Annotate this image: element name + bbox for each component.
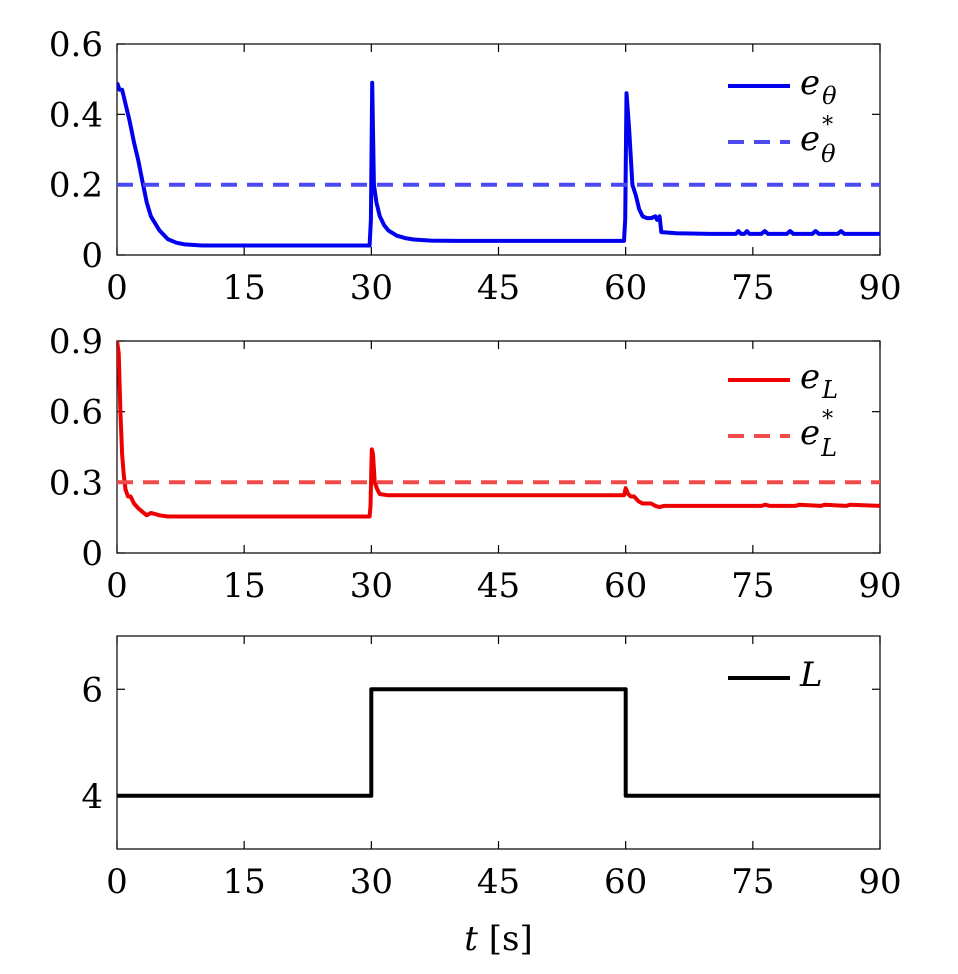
plot-frame bbox=[116, 635, 881, 850]
x-tick-label: 75 bbox=[731, 566, 774, 606]
y-tick-label: 0 bbox=[81, 236, 103, 276]
x-tick-label: 45 bbox=[477, 268, 520, 308]
y-tick-label: 0.6 bbox=[49, 393, 103, 433]
x-tick-label: 45 bbox=[477, 566, 520, 606]
y-tick-label: 0.3 bbox=[49, 463, 103, 503]
panel-l: 0 15 30 45 60 75 90 4 6 L bbox=[81, 635, 902, 902]
x-tick-label: 0 bbox=[106, 862, 128, 902]
y-tick-label: 0.9 bbox=[49, 322, 103, 362]
x-tick-label: 75 bbox=[731, 862, 774, 902]
x-tick-label: 15 bbox=[223, 268, 266, 308]
x-tick-label: 60 bbox=[604, 566, 647, 606]
legend-label: eL bbox=[800, 357, 838, 404]
series-line-0 bbox=[117, 687, 880, 798]
x-tick-label: 90 bbox=[858, 268, 901, 308]
y-tick-label: 0.4 bbox=[49, 95, 103, 135]
plot-frame bbox=[116, 340, 881, 554]
y-tick-label: 0.2 bbox=[49, 166, 103, 206]
x-tick-label: 90 bbox=[858, 862, 901, 902]
legend-label: e* L bbox=[800, 407, 837, 462]
panel-e-l: 0 15 30 45 60 75 90 0 0.3 0.6 0.9 eLe* L bbox=[49, 322, 902, 606]
legend-label: L bbox=[799, 655, 823, 695]
legend-label: e* θ bbox=[800, 113, 836, 168]
series-line-0 bbox=[117, 340, 880, 519]
y-tick-label: 0.6 bbox=[49, 25, 103, 65]
series-line-0 bbox=[117, 80, 880, 248]
x-tick-label: 45 bbox=[477, 862, 520, 902]
y-tick-label: 0 bbox=[81, 534, 103, 574]
x-tick-label: 75 bbox=[731, 268, 774, 308]
x-tick-label: 60 bbox=[604, 268, 647, 308]
panel-e-theta: 0 15 30 45 60 75 90 0 0.2 0.4 0.6 eθe* θ bbox=[49, 25, 902, 308]
legend-label: eθ bbox=[800, 63, 837, 110]
x-tick-label: 0 bbox=[106, 566, 128, 606]
x-tick-label: 60 bbox=[604, 862, 647, 902]
x-axis-label: t [s] bbox=[464, 919, 532, 959]
x-tick-label: 15 bbox=[223, 566, 266, 606]
x-tick-label: 30 bbox=[350, 268, 393, 308]
x-tick-label: 90 bbox=[858, 566, 901, 606]
x-tick-label: 15 bbox=[223, 862, 266, 902]
x-tick-label: 30 bbox=[350, 566, 393, 606]
y-tick-label: 4 bbox=[81, 777, 103, 817]
x-tick-label: 30 bbox=[350, 862, 393, 902]
x-tick-label: 0 bbox=[106, 268, 128, 308]
plot-frame bbox=[116, 43, 881, 256]
y-tick-label: 6 bbox=[81, 670, 103, 710]
